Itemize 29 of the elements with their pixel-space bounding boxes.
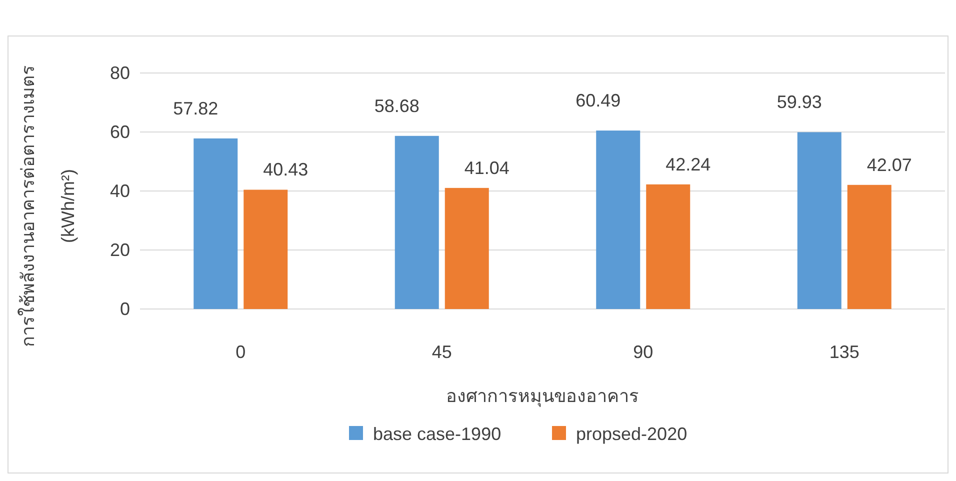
data-label: 42.07 [866, 154, 912, 175]
y-tick-label: 0 [120, 299, 130, 319]
data-label: 40.43 [263, 160, 308, 180]
bar [646, 184, 690, 309]
bar [444, 188, 489, 309]
legend-label: base case-1990 [373, 424, 502, 444]
data-label: 60.49 [576, 90, 621, 111]
y-tick-label: 20 [110, 240, 130, 260]
y-axis-title: การใช้พลังงานอาคารต่อตารางเมตร (kWh/m²) [17, 65, 78, 347]
data-label: 57.82 [173, 98, 218, 118]
data-label: 41.04 [464, 158, 510, 178]
bar [847, 184, 892, 309]
data-label: 42.24 [666, 154, 711, 174]
bar [244, 190, 288, 309]
data-label: 58.68 [374, 96, 420, 116]
legend-label: propsed-2020 [576, 424, 688, 444]
y-tick-label: 80 [110, 63, 130, 83]
bar [394, 136, 439, 309]
y-tick-label: 40 [110, 181, 130, 201]
y-tick-label: 60 [110, 122, 130, 142]
data-label: 59.93 [776, 92, 822, 112]
x-axis-title: องศาการหมุนของอาคาร [446, 386, 639, 407]
x-tick-label: 135 [829, 342, 860, 362]
bar [797, 132, 842, 309]
bar [194, 138, 238, 309]
x-tick-label: 0 [236, 342, 246, 362]
bar [596, 130, 640, 309]
x-tick-label: 90 [633, 342, 654, 362]
x-tick-label: 45 [432, 342, 452, 362]
